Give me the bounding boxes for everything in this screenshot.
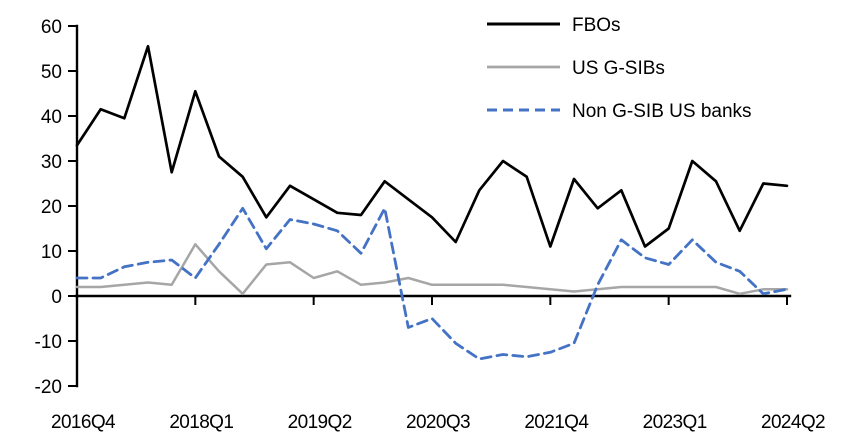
- legend: FBOs US G-SIBs Non G-SIB US banks: [487, 15, 752, 122]
- legend-label-non-gsib-us-banks: Non G-SIB US banks: [572, 101, 752, 122]
- us-gsibs-line: [75, 243, 789, 296]
- y-tick-label: -10: [35, 332, 62, 353]
- legend-label-fbos: FBOs: [572, 15, 621, 36]
- x-tick-label: 2021Q4: [524, 412, 589, 433]
- x-tick-label: 2023Q1: [643, 412, 707, 433]
- legend-label-us-gsibs: US G-SIBs: [572, 58, 665, 79]
- y-tick-label: 20: [41, 197, 62, 218]
- y-tick-label: 60: [41, 17, 62, 38]
- y-tick-label: 50: [41, 62, 62, 83]
- y-tick-label: 30: [41, 152, 62, 173]
- series-lines: [75, 44, 789, 361]
- x-tick-label: 2018Q1: [169, 412, 233, 433]
- y-tick-label: -20: [35, 377, 62, 398]
- x-tick-label: 2016Q4: [51, 412, 116, 433]
- x-tick-label: 2019Q2: [288, 412, 352, 433]
- x-tick-label: 2024Q2: [761, 412, 825, 433]
- non-gsib-us-banks-line: [75, 206, 789, 361]
- y-tick-label: 40: [41, 107, 62, 128]
- y-tick-label: 0: [51, 287, 62, 308]
- fbos-line: [75, 44, 789, 248]
- axes: 60 50 40 30 20 10 0 -10 -20 2016Q4 2018Q1 2019Q2 202…: [35, 17, 826, 433]
- y-tick-label: 10: [41, 242, 62, 263]
- x-tick-label: 2020Q3: [406, 412, 470, 433]
